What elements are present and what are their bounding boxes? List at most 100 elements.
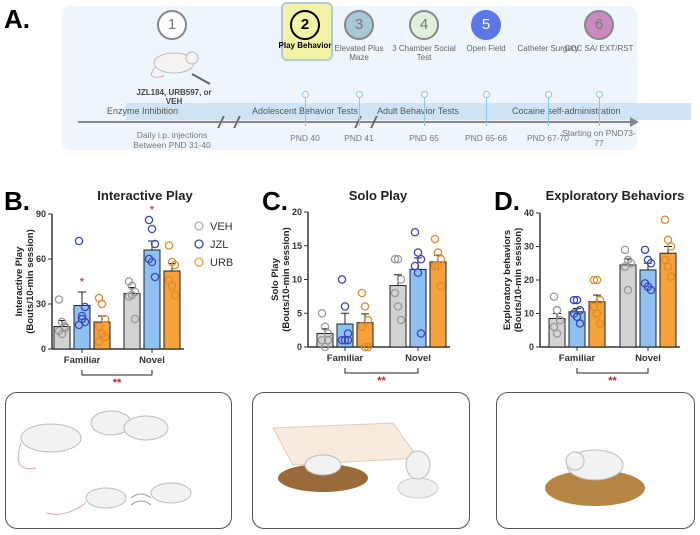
legend-label: VEH <box>210 221 233 233</box>
pnd-label: Daily i.p. injections Between PND 31-40 <box>133 130 211 150</box>
data-point <box>552 305 562 315</box>
y-tick-label: 5 <box>297 308 302 318</box>
x-tick-label: Novel <box>635 353 661 364</box>
data-point <box>127 290 137 300</box>
chart-title: Interactive Play <box>97 188 193 203</box>
timeline-connector <box>359 96 360 126</box>
bar-veh-novel <box>619 264 637 348</box>
timeline-connector <box>305 96 306 126</box>
data-point <box>144 215 154 225</box>
data-point <box>363 315 373 325</box>
data-point <box>170 260 180 270</box>
timeline-arrow-icon <box>630 117 639 127</box>
data-point <box>100 332 110 342</box>
data-point <box>646 285 656 295</box>
data-point <box>396 315 406 325</box>
data-point <box>430 261 440 271</box>
data-point <box>317 308 327 318</box>
legend-label: JZL <box>210 239 228 251</box>
bar-urb-novel <box>659 252 677 348</box>
data-point <box>666 272 676 281</box>
pnd-label: PND 65-66 <box>464 133 508 143</box>
data-point <box>150 272 160 282</box>
data-point <box>164 241 174 250</box>
significance-star: * <box>80 275 85 289</box>
data-point <box>595 319 605 328</box>
phase-label: Adolescent Behavior Tests <box>252 106 358 116</box>
data-point <box>337 275 347 284</box>
rat-in-nest-icon <box>545 449 645 506</box>
timeline-node <box>545 91 552 98</box>
legend-marker-veh <box>194 221 204 231</box>
x-tick-label: Familiar <box>64 355 101 366</box>
data-point <box>94 337 104 346</box>
panel-a-label: A. <box>4 4 30 34</box>
data-point <box>77 311 87 321</box>
data-point <box>572 295 582 305</box>
data-point <box>569 295 579 305</box>
data-point <box>343 335 353 345</box>
data-point <box>620 245 630 255</box>
y-tick-label: 10 <box>524 309 534 319</box>
data-point <box>646 258 656 268</box>
bar-jzl-familiar <box>568 311 586 348</box>
y-tick-label: 0 <box>529 342 534 352</box>
timeline-panel: Enzyme Inhibition Adolescent Behavior Tes… <box>62 2 691 150</box>
pnd-label: PND 67-70 <box>526 133 570 143</box>
timeline-node <box>421 91 428 98</box>
data-point <box>147 224 157 234</box>
data-point <box>337 335 347 345</box>
data-point <box>340 335 350 345</box>
step-label: Play Behavior <box>278 41 332 50</box>
data-point <box>363 342 373 352</box>
data-point <box>663 262 673 271</box>
y-tick-label: 0 <box>297 342 302 352</box>
timeline-connector <box>424 96 425 126</box>
data-point <box>660 255 670 265</box>
data-point <box>393 254 403 264</box>
data-point <box>410 261 420 271</box>
timeline-node <box>302 91 309 98</box>
data-point <box>595 295 605 305</box>
data-point <box>357 322 367 331</box>
data-point <box>320 342 330 352</box>
step-4-badge: 4 <box>409 10 439 40</box>
data-point <box>666 242 676 251</box>
data-point <box>552 329 562 338</box>
step-label: 3 Chamber Social Test <box>392 44 456 62</box>
data-point <box>150 239 160 249</box>
rats-playing-icon <box>17 410 192 515</box>
x-tick-label: Novel <box>405 353 431 364</box>
data-point <box>549 322 559 332</box>
step-3-badge: 3 <box>344 10 374 40</box>
bar-jzl-novel <box>143 249 161 350</box>
data-point <box>317 335 327 345</box>
step-2-badge: 2 <box>290 10 320 40</box>
data-point <box>416 254 426 264</box>
data-point <box>575 319 585 328</box>
mouse-syringe-icon <box>144 46 214 86</box>
data-point <box>54 295 64 304</box>
y-axis-label: Interactive Play <box>14 246 25 316</box>
data-point <box>147 257 157 267</box>
data-point <box>323 335 333 345</box>
drug-label: JZL184, URB597, or VEH <box>136 88 212 106</box>
y-tick-label: 30 <box>524 242 534 252</box>
data-point <box>80 302 90 312</box>
y-axis-label: Exploratory behaviors <box>502 230 513 330</box>
data-point <box>555 315 565 325</box>
timeline-node <box>483 91 490 98</box>
x-tick-label: Novel <box>139 355 165 366</box>
data-point <box>360 302 370 311</box>
significance-label: ** <box>377 375 386 387</box>
pnd-label: PND 65 <box>409 133 439 143</box>
timeline-connector <box>599 96 600 126</box>
step-label: Open Field <box>466 44 506 53</box>
chart-title: Solo Play <box>349 188 408 203</box>
y-tick-label: 0 <box>41 344 46 354</box>
timeline-node <box>596 91 603 98</box>
pnd-label: Starting on PND73-77 <box>562 128 636 148</box>
data-point <box>620 262 630 271</box>
data-point <box>74 320 84 330</box>
data-point <box>663 235 673 245</box>
